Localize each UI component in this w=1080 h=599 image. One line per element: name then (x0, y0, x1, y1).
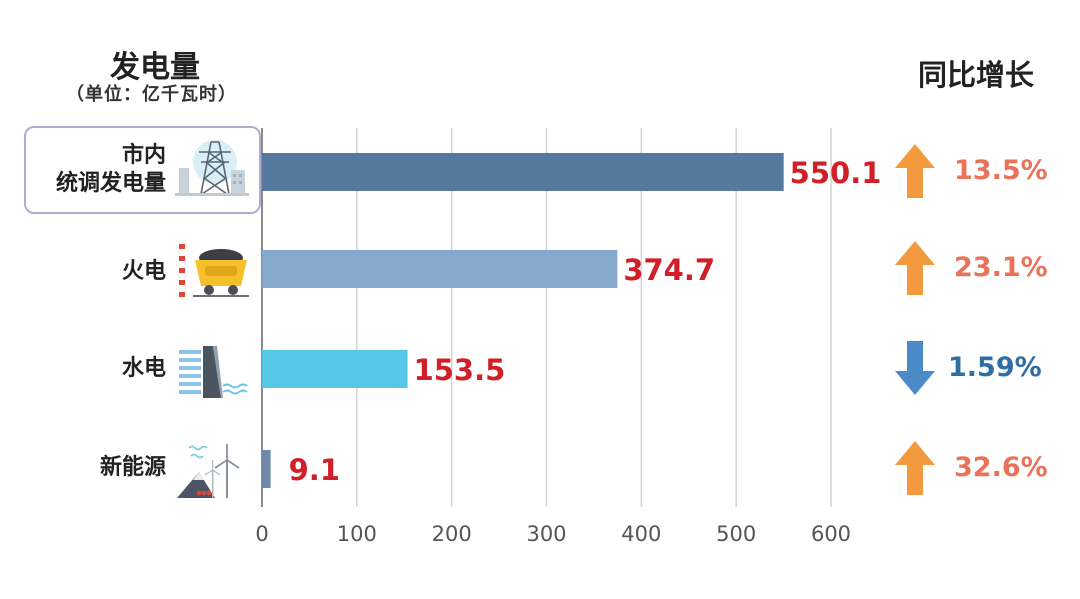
chart-title: 发电量 (110, 50, 200, 85)
category-label-line: 火电 (121, 259, 166, 284)
x-tick-label: 200 (432, 522, 472, 546)
growth-column-title: 同比增长 (918, 58, 1035, 92)
bar (262, 450, 271, 488)
category-label-thermal: 火电 (30, 258, 166, 286)
arrow-down-icon (895, 341, 935, 395)
coal-cart-icon (178, 241, 249, 298)
value-label: 9.1 (289, 453, 340, 487)
bar (262, 153, 784, 191)
unit-label: （单位：亿千瓦时） (66, 84, 237, 105)
wind-turbine-icon (177, 444, 240, 498)
growth-value: 1.59% (948, 352, 1042, 383)
arrow-up-icon (895, 144, 935, 198)
value-label: 153.5 (414, 353, 506, 387)
category-label-line: 统调发电量 (55, 171, 166, 196)
x-tick-label: 0 (255, 522, 268, 546)
category-label-line: 新能源 (99, 455, 166, 480)
arrow-up-icon (895, 241, 935, 295)
x-tick-label: 300 (526, 522, 566, 546)
dam-icon (179, 346, 248, 398)
x-tick-label: 400 (621, 522, 661, 546)
category-label-line: 水电 (121, 356, 166, 381)
category-label-line: 市内 (121, 143, 166, 168)
arrow-up-icon (895, 441, 935, 495)
x-tick-label: 600 (811, 522, 851, 546)
power-tower-icon (175, 140, 249, 196)
category-label-hydro: 水电 (30, 355, 166, 383)
bar (262, 250, 618, 288)
category-label-total: 市内 统调发电量 (30, 142, 166, 198)
category-label-renewable: 新能源 (30, 454, 166, 482)
value-label: 374.7 (623, 253, 715, 287)
value-label: 550.1 (790, 156, 882, 190)
bar (262, 350, 408, 388)
growth-value: 23.1% (954, 252, 1048, 283)
growth-value: 13.5% (954, 155, 1048, 186)
x-tick-label: 500 (716, 522, 756, 546)
x-tick-label: 100 (337, 522, 377, 546)
growth-value: 32.6% (954, 452, 1048, 483)
